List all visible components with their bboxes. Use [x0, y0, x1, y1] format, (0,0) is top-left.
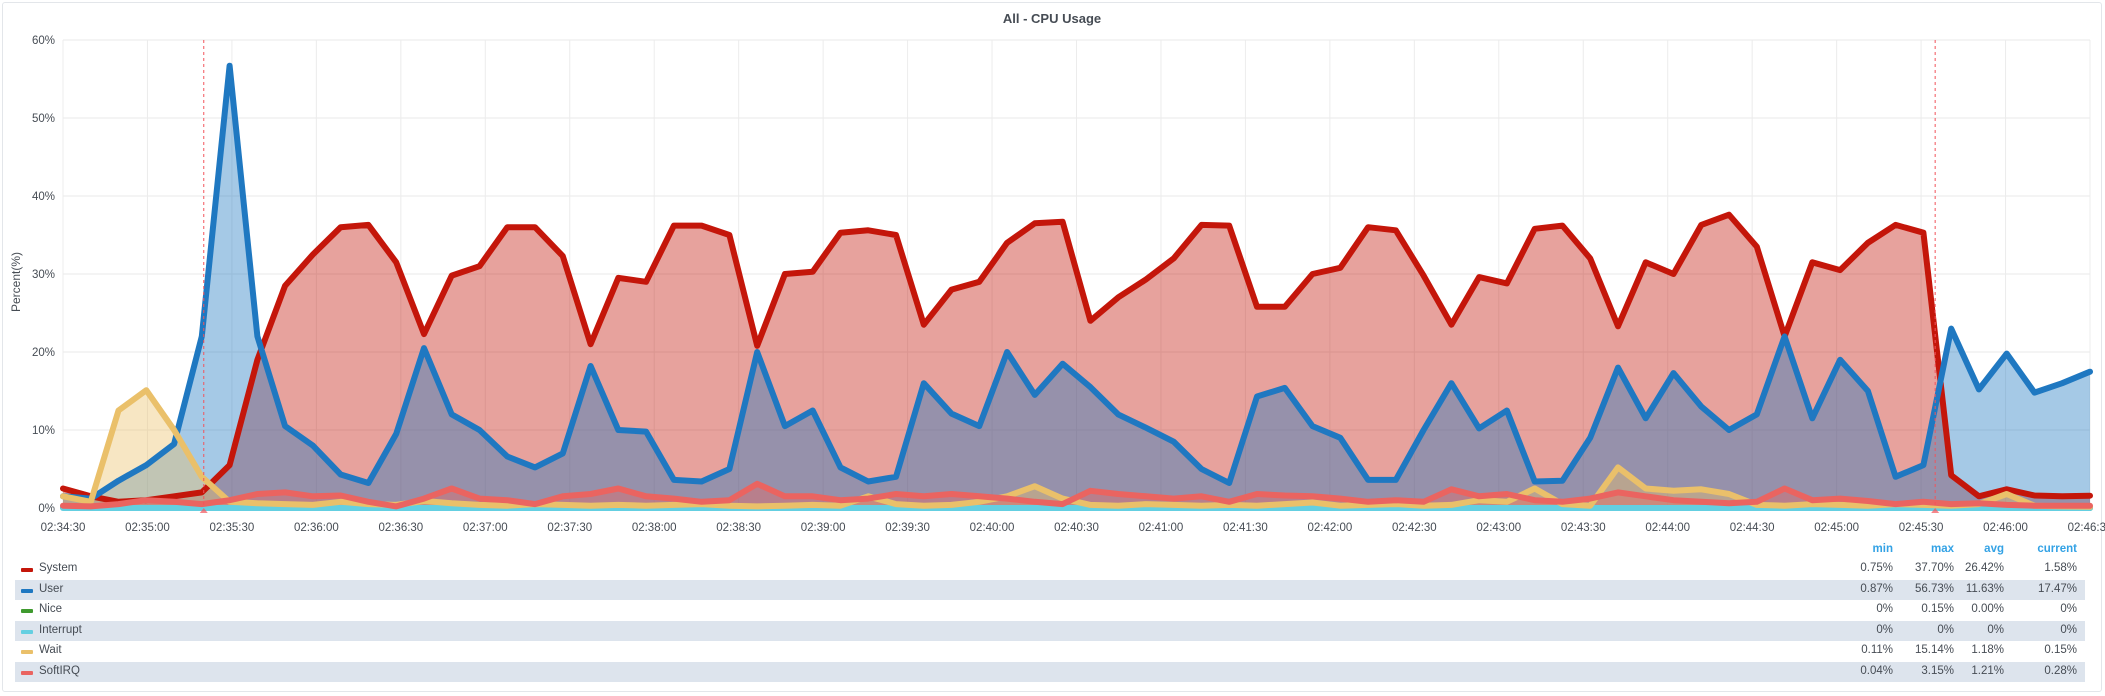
- legend-current-value: 1.58%: [2044, 562, 2077, 574]
- annotation-marker: [199, 508, 208, 513]
- legend-row-softirq[interactable]: SoftIRQ 0.04% 3.15% 1.21% 0.28%: [15, 661, 2085, 682]
- x-tick-label: 02:36:00: [294, 522, 339, 534]
- series-line-user: [60, 62, 2093, 502]
- x-tick-label: 02:41:30: [1223, 522, 1268, 534]
- x-tick-label: 02:40:00: [970, 522, 1015, 534]
- legend-row-system[interactable]: System 0.75% 37.70% 26.42% 1.58%: [15, 559, 2085, 580]
- legend-current-value: 0.28%: [2044, 664, 2077, 677]
- series-color-swatch[interactable]: [21, 629, 33, 634]
- legend-header-current[interactable]: current: [2037, 543, 2077, 555]
- legend-row-nice[interactable]: Nice 0% 0.15% 0.00% 0%: [15, 600, 2085, 621]
- series-area-user: [63, 65, 2090, 508]
- panel-title[interactable]: All - CPU Usage: [1002, 11, 1102, 26]
- legend-min-value: 0.75%: [1860, 562, 1893, 574]
- legend-header-avg[interactable]: avg: [1984, 543, 2004, 555]
- legend-series-name[interactable]: User: [39, 582, 64, 595]
- y-tick-label: 0%: [38, 503, 55, 515]
- series-line-system: [60, 211, 2093, 505]
- y-tick-label: 10%: [32, 425, 55, 437]
- x-tick-label: 02:43:30: [1561, 522, 1606, 534]
- x-tick-label: 02:35:00: [125, 522, 170, 534]
- legend-series-name[interactable]: Nice: [39, 603, 63, 615]
- legend-table: min max avg current System 0.75% 37.70% …: [15, 539, 2085, 682]
- x-tick-label: 02:36:30: [378, 522, 423, 534]
- legend-min-value: 0%: [1876, 623, 1893, 636]
- x-tick-label: 02:44:30: [1730, 522, 1775, 534]
- legend-avg-value: 0.00%: [1971, 603, 2004, 615]
- annotation-marker: [1931, 508, 1940, 513]
- series-color-swatch[interactable]: [21, 609, 33, 613]
- x-tick-label: 02:42:00: [1307, 522, 1352, 534]
- legend-min-value: 0.04%: [1860, 664, 1893, 677]
- x-tick-label: 02:34:30: [41, 522, 86, 534]
- legend-min-value: 0.11%: [1861, 644, 1893, 656]
- x-tick-label: 02:35:30: [210, 522, 255, 534]
- legend-current-value: 0.15%: [2044, 644, 2077, 656]
- x-tick-labels: 02:34:30 02:35:00 02:35:30 02:36:00 02:36:30…: [41, 522, 2105, 534]
- y-tick-label: 60%: [32, 35, 55, 47]
- legend-avg-value: 1.21%: [1971, 664, 2004, 677]
- y-tick-label: 30%: [32, 269, 55, 281]
- x-tick-label: 02:46:00: [1983, 522, 2028, 534]
- legend-max-value: 0%: [1937, 623, 1954, 636]
- x-tick-label: 02:39:00: [801, 522, 846, 534]
- y-axis-label: Percent(%): [9, 252, 23, 312]
- legend-series-name[interactable]: Wait: [39, 644, 62, 656]
- legend-max-value: 15.14%: [1914, 644, 1954, 656]
- legend-current-value: 0%: [2060, 623, 2077, 636]
- annotation-markers: [199, 40, 1940, 513]
- legend-header: min max avg current: [15, 539, 2085, 559]
- legend-max-value: 0.15%: [1921, 603, 1954, 615]
- x-tick-label: 02:44:00: [1645, 522, 1690, 534]
- series-color-swatch[interactable]: [21, 588, 33, 593]
- x-tick-label: 02:39:30: [885, 522, 930, 534]
- legend-row-interrupt[interactable]: Interrupt 0% 0% 0% 0%: [15, 620, 2085, 641]
- legend-avg-value: 26.42%: [1964, 562, 2004, 574]
- x-tick-label: 02:43:00: [1476, 522, 1521, 534]
- legend-min-value: 0.87%: [1860, 582, 1893, 595]
- legend-avg-value: 1.18%: [1971, 644, 2004, 656]
- legend-series-name[interactable]: SoftIRQ: [39, 664, 80, 677]
- y-tick-labels: 0% 10% 20% 30% 40% 50% 60%: [32, 35, 55, 515]
- x-tick-label: 02:38:30: [716, 522, 761, 534]
- legend-row-wait[interactable]: Wait 0.11% 15.14% 1.18% 0.15%: [15, 641, 2085, 662]
- x-tick-label: 02:45:30: [1899, 522, 1944, 534]
- x-tick-label: 02:45:00: [1814, 522, 1859, 534]
- y-tick-label: 40%: [32, 191, 55, 203]
- legend-avg-value: 11.63%: [1965, 582, 2004, 595]
- legend-max-value: 56.73%: [1914, 582, 1954, 595]
- legend-header-min[interactable]: min: [1872, 543, 1893, 555]
- legend-series-name[interactable]: System: [39, 562, 78, 574]
- legend-series-name[interactable]: Interrupt: [39, 623, 82, 636]
- legend-current-value: 17.47%: [2037, 582, 2077, 595]
- series-line-softirq: [60, 480, 2093, 510]
- y-tick-label: 20%: [32, 347, 55, 359]
- x-tick-label: 02:42:30: [1392, 522, 1437, 534]
- x-tick-label: 02:37:00: [463, 522, 508, 534]
- x-tick-label: 02:38:00: [632, 522, 677, 534]
- series-color-swatch[interactable]: [21, 568, 33, 572]
- x-tick-label: 02:41:00: [1139, 522, 1184, 534]
- series-lines: [60, 62, 2093, 511]
- legend-current-value: 0%: [2060, 603, 2077, 615]
- legend-max-value: 3.15%: [1921, 664, 1954, 677]
- legend-row-user[interactable]: User 0.87% 56.73% 11.63% 17.47%: [15, 579, 2085, 600]
- y-tick-label: 50%: [32, 113, 55, 125]
- cpu-usage-chart[interactable]: 0%10%20%30%40%50%60% 02:34:30 02:35:00 02:…: [0, 0, 2105, 540]
- series-color-swatch[interactable]: [21, 650, 33, 654]
- x-tick-label: 02:40:30: [1054, 522, 1099, 534]
- x-tick-label: 02:46:30: [2068, 522, 2105, 534]
- legend-min-value: 0%: [1876, 603, 1893, 615]
- legend-header-max[interactable]: max: [1930, 543, 1954, 555]
- legend-avg-value: 0%: [1987, 623, 2004, 636]
- x-tick-label: 02:37:30: [547, 522, 592, 534]
- legend-max-value: 37.70%: [1914, 562, 1954, 574]
- series-color-swatch[interactable]: [21, 670, 33, 675]
